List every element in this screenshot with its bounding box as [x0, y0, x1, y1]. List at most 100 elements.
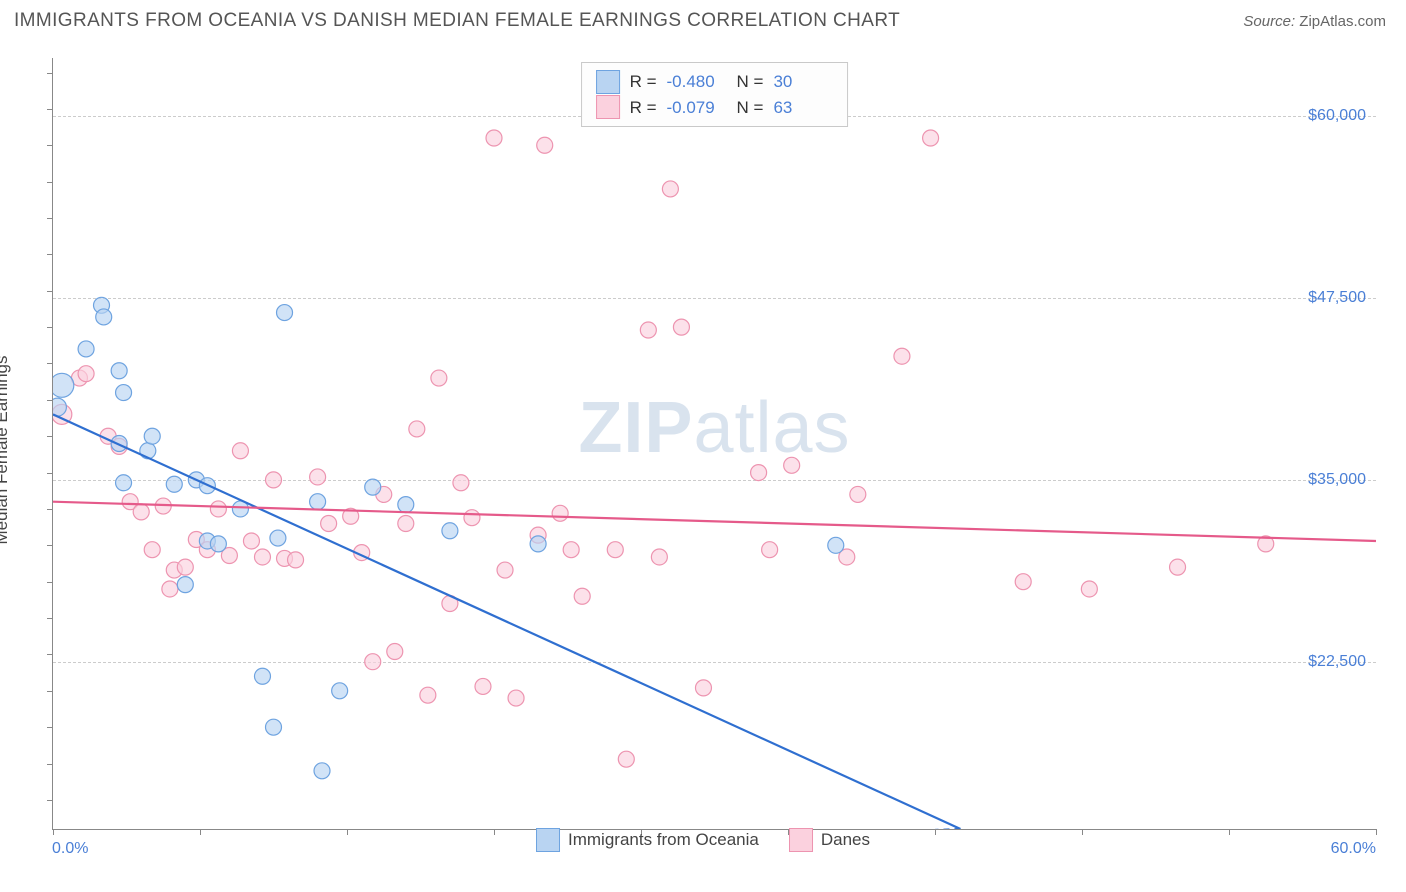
x-tick-mark [53, 829, 54, 835]
data-point [607, 542, 623, 558]
x-axis-max-label: 60.0% [1331, 840, 1376, 858]
x-axis-min-label: 0.0% [52, 840, 88, 858]
source-label: Source: [1243, 13, 1295, 30]
r-label: R = [630, 95, 657, 121]
data-point [497, 562, 513, 578]
data-point [618, 751, 634, 767]
data-point [288, 552, 304, 568]
data-point [321, 516, 337, 532]
data-point [332, 683, 348, 699]
data-point [640, 322, 656, 338]
data-point [210, 536, 226, 552]
data-point [266, 719, 282, 735]
data-point [420, 687, 436, 703]
data-point [162, 581, 178, 597]
scatter-svg [53, 58, 1376, 829]
danes-swatch-icon [596, 95, 620, 119]
data-point [177, 577, 193, 593]
data-point [96, 309, 112, 325]
r-label: R = [630, 69, 657, 95]
legend-item-danes: Danes [789, 828, 870, 852]
series-legend: Immigrants from Oceania Danes [536, 828, 870, 852]
data-point [277, 305, 293, 321]
data-point [116, 385, 132, 401]
data-point [78, 341, 94, 357]
legend-row-danes: R = -0.079 N = 63 [596, 95, 834, 121]
x-tick-mark [1229, 829, 1230, 835]
data-point [1015, 574, 1031, 590]
x-tick-mark [935, 829, 936, 835]
data-point [266, 472, 282, 488]
data-point [751, 465, 767, 481]
x-tick-mark [347, 829, 348, 835]
data-point [475, 678, 491, 694]
legend-row-oceania: R = -0.480 N = 30 [596, 69, 834, 95]
danes-swatch-icon [789, 828, 813, 852]
data-point [365, 654, 381, 670]
chart-title: IMMIGRANTS FROM OCEANIA VS DANISH MEDIAN… [14, 10, 900, 32]
data-point [365, 479, 381, 495]
data-point [398, 497, 414, 513]
correlation-legend: R = -0.480 N = 30 R = -0.079 N = 63 [581, 62, 849, 127]
data-point [651, 549, 667, 565]
data-point [1081, 581, 1097, 597]
data-point [270, 530, 286, 546]
data-point [431, 370, 447, 386]
source-attribution: Source: ZipAtlas.com [1243, 13, 1386, 30]
x-tick-mark [200, 829, 201, 835]
danes-series-label: Danes [821, 830, 870, 850]
data-point [784, 457, 800, 473]
data-point [314, 763, 330, 779]
chart-container: Median Female Earnings 0.0% 60.0% ZIPatl… [14, 46, 1392, 854]
data-point [828, 537, 844, 553]
n-label: N = [737, 69, 764, 95]
x-tick-mark [1376, 829, 1377, 835]
data-point [923, 130, 939, 146]
data-point [243, 533, 259, 549]
data-point [210, 501, 226, 517]
data-point [116, 475, 132, 491]
data-point [762, 542, 778, 558]
data-point [894, 348, 910, 364]
oceania-swatch-icon [596, 70, 620, 94]
data-point [310, 469, 326, 485]
data-point [310, 494, 326, 510]
data-point [662, 181, 678, 197]
oceania-swatch-icon [536, 828, 560, 852]
data-point [464, 510, 480, 526]
danes-r-value: -0.079 [667, 95, 727, 121]
data-point [1170, 559, 1186, 575]
data-point [144, 428, 160, 444]
data-point [53, 373, 74, 397]
data-point [133, 504, 149, 520]
n-label: N = [737, 95, 764, 121]
data-point [398, 516, 414, 532]
data-point [552, 505, 568, 521]
data-point [574, 588, 590, 604]
data-point [177, 559, 193, 575]
data-point [254, 549, 270, 565]
x-tick-mark [494, 829, 495, 835]
trend-line [53, 414, 960, 829]
data-point [409, 421, 425, 437]
plot-area: ZIPatlas R = -0.480 N = 30 R = -0.079 N … [52, 58, 1376, 830]
data-point [53, 398, 66, 416]
oceania-r-value: -0.480 [667, 69, 727, 95]
data-point [166, 476, 182, 492]
data-point [537, 137, 553, 153]
danes-n-value: 63 [773, 95, 833, 121]
data-point [453, 475, 469, 491]
data-point [850, 486, 866, 502]
data-point [563, 542, 579, 558]
data-point [442, 523, 458, 539]
legend-item-oceania: Immigrants from Oceania [536, 828, 759, 852]
y-axis-label: Median Female Earnings [0, 356, 12, 545]
data-point [695, 680, 711, 696]
data-point [486, 130, 502, 146]
data-point [144, 542, 160, 558]
data-point [78, 366, 94, 382]
data-point [232, 443, 248, 459]
oceania-series-label: Immigrants from Oceania [568, 830, 759, 850]
data-point [530, 536, 546, 552]
x-tick-mark [1082, 829, 1083, 835]
